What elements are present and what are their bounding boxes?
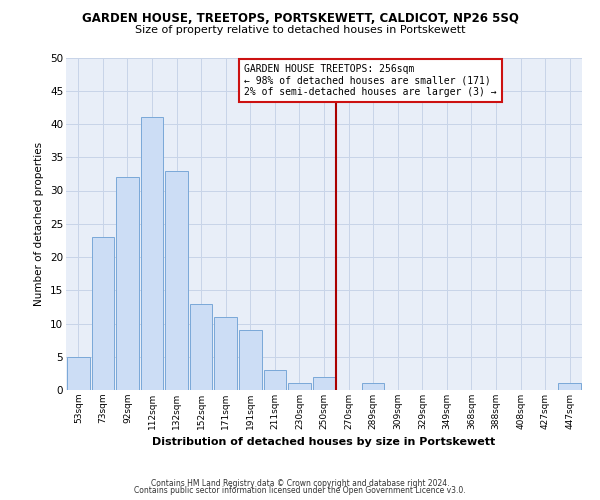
Bar [313, 376, 335, 390]
Text: Size of property relative to detached houses in Portskewett: Size of property relative to detached ho… [135, 25, 465, 35]
X-axis label: Distribution of detached houses by size in Portskewett: Distribution of detached houses by size … [152, 438, 496, 448]
Bar [140, 118, 163, 390]
Bar [239, 330, 262, 390]
Bar [92, 237, 114, 390]
Text: GARDEN HOUSE, TREETOPS, PORTSKEWETT, CALDICOT, NP26 5SQ: GARDEN HOUSE, TREETOPS, PORTSKEWETT, CAL… [82, 12, 518, 26]
Bar [116, 177, 139, 390]
Bar [165, 170, 188, 390]
Bar [214, 317, 237, 390]
Text: Contains public sector information licensed under the Open Government Licence v3: Contains public sector information licen… [134, 486, 466, 495]
Bar [67, 357, 89, 390]
Bar [362, 384, 385, 390]
Text: GARDEN HOUSE TREETOPS: 256sqm
← 98% of detached houses are smaller (171)
2% of s: GARDEN HOUSE TREETOPS: 256sqm ← 98% of d… [244, 64, 497, 98]
Bar [559, 384, 581, 390]
Bar [288, 384, 311, 390]
Y-axis label: Number of detached properties: Number of detached properties [34, 142, 44, 306]
Bar [190, 304, 212, 390]
Text: Contains HM Land Registry data © Crown copyright and database right 2024.: Contains HM Land Registry data © Crown c… [151, 478, 449, 488]
Bar [263, 370, 286, 390]
